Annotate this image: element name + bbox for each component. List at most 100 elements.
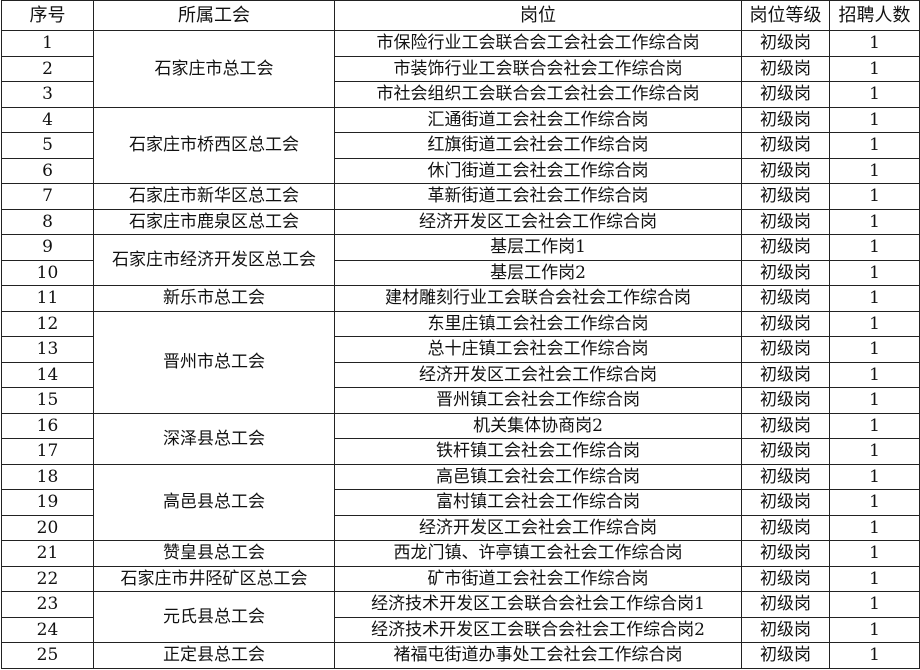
- header-post: 岗位: [334, 0, 742, 31]
- table-row: 10 基层工作岗2 初级岗 1: [1, 259, 920, 286]
- cell-level: 初级岗: [741, 208, 830, 235]
- table-row: 16 深泽县总工会 机关集体协商岗2 初级岗 1: [1, 412, 920, 465]
- cell-union: 石家庄市总工会: [93, 30, 335, 108]
- header-level: 岗位等级: [741, 0, 830, 31]
- cell-post: 富村镇工会社会工作综合岗: [334, 489, 742, 516]
- cell-level: 初级岗: [741, 310, 830, 337]
- cell-count: 1: [829, 310, 920, 337]
- cell-union: 石家庄市桥西区总工会: [93, 106, 335, 184]
- table-row: 7 石家庄市新华区总工会 革新街道工会社会工作综合岗 初级岗 1: [1, 183, 920, 210]
- cell-level: 初级岗: [741, 336, 830, 363]
- cell-post: 休门街道工会社会工作综合岗: [334, 157, 742, 184]
- cell-count: 1: [829, 514, 920, 541]
- cell-level: 初级岗: [741, 591, 830, 618]
- table-row: 25 正定县总工会 褚福屯街道办事处工会社会工作综合岗 初级岗 1: [1, 642, 920, 669]
- cell-no: 8: [1, 208, 94, 235]
- cell-level: 初级岗: [741, 489, 830, 516]
- cell-no: 21: [1, 540, 94, 567]
- table-row: 12 晋州市总工会 东里庄镇工会社会工作综合岗 初级岗 1: [1, 310, 920, 414]
- cell-count: 1: [829, 336, 920, 363]
- cell-post: 市保险行业工会联合会工会社会工作综合岗: [334, 30, 742, 57]
- cell-post: 红旗街道工会社会工作综合岗: [334, 132, 742, 159]
- cell-post: 经济技术开发区工会联合会社会工作综合岗1: [334, 591, 742, 618]
- cell-post: 基层工作岗1: [334, 234, 742, 261]
- header-no: 序号: [1, 0, 94, 31]
- cell-count: 1: [829, 55, 920, 82]
- cell-no: 20: [1, 514, 94, 541]
- table-row: 22 石家庄市井陉矿区总工会 矿市街道工会社会工作综合岗 初级岗 1: [1, 565, 920, 592]
- table-row: 18 高邑县总工会 高邑镇工会社会工作综合岗 初级岗 1: [1, 463, 920, 541]
- cell-post: 西龙门镇、许亭镇工会社会工作综合岗: [334, 540, 742, 567]
- cell-level: 初级岗: [741, 30, 830, 57]
- cell-count: 1: [829, 489, 920, 516]
- cell-union: 晋州市总工会: [93, 310, 335, 414]
- cell-level: 初级岗: [741, 55, 830, 82]
- cell-count: 1: [829, 591, 920, 618]
- cell-no: 7: [1, 183, 94, 210]
- cell-level: 初级岗: [741, 285, 830, 312]
- cell-union: 石家庄市井陉矿区总工会: [93, 565, 335, 592]
- cell-union: 深泽县总工会: [93, 412, 335, 465]
- cell-post: 矿市街道工会社会工作综合岗: [334, 565, 742, 592]
- cell-level: 初级岗: [741, 183, 830, 210]
- header-union: 所属工会: [93, 0, 335, 31]
- cell-no: 3: [1, 81, 94, 108]
- cell-no: 1: [1, 30, 94, 57]
- cell-level: 初级岗: [741, 234, 830, 261]
- table-row: 20 经济开发区工会社会工作综合岗 初级岗 1: [1, 514, 920, 541]
- cell-count: 1: [829, 285, 920, 312]
- cell-no: 6: [1, 157, 94, 184]
- cell-no: 15: [1, 387, 94, 414]
- cell-union: 新乐市总工会: [93, 285, 335, 312]
- cell-no: 23: [1, 591, 94, 618]
- cell-count: 1: [829, 565, 920, 592]
- cell-post: 汇通街道工会社会工作综合岗: [334, 106, 742, 133]
- table-body: 1 石家庄市总工会 市保险行业工会联合会工会社会工作综合岗 初级岗 1 2 市装饰行业工会联…: [1, 30, 920, 669]
- cell-count: 1: [829, 540, 920, 567]
- cell-union: 石家庄市鹿泉区总工会: [93, 208, 335, 235]
- cell-count: 1: [829, 463, 920, 490]
- cell-level: 初级岗: [741, 565, 830, 592]
- cell-count: 1: [829, 642, 920, 669]
- header-count: 招聘人数: [829, 0, 920, 31]
- cell-count: 1: [829, 412, 920, 439]
- table-row: 4 石家庄市桥西区总工会 汇通街道工会社会工作综合岗 初级岗 1: [1, 106, 920, 184]
- cell-no: 17: [1, 438, 94, 465]
- table-row: 13 总十庄镇工会社会工作综合岗 初级岗 1: [1, 336, 920, 363]
- table-row: 14 经济开发区工会社会工作综合岗 初级岗 1: [1, 361, 920, 388]
- cell-count: 1: [829, 208, 920, 235]
- cell-union: 石家庄市新华区总工会: [93, 183, 335, 210]
- cell-no: 11: [1, 285, 94, 312]
- cell-post: 基层工作岗2: [334, 259, 742, 286]
- cell-post: 经济技术开发区工会联合会社会工作综合岗2: [334, 616, 742, 643]
- cell-post: 经济开发区工会社会工作综合岗: [334, 514, 742, 541]
- cell-level: 初级岗: [741, 514, 830, 541]
- cell-level: 初级岗: [741, 106, 830, 133]
- cell-union: 元氏县总工会: [93, 591, 335, 643]
- cell-post: 建材雕刻行业工会联合会社会工作综合岗: [334, 285, 742, 312]
- cell-post: 铁杆镇工会社会工作综合岗: [334, 438, 742, 465]
- cell-post: 褚福屯街道办事处工会社会工作综合岗: [334, 642, 742, 669]
- cell-count: 1: [829, 616, 920, 643]
- cell-count: 1: [829, 106, 920, 133]
- cell-no: 5: [1, 132, 94, 159]
- cell-count: 1: [829, 361, 920, 388]
- cell-post: 晋州镇工会社会工作综合岗: [334, 387, 742, 414]
- cell-count: 1: [829, 157, 920, 184]
- cell-no: 9: [1, 234, 94, 261]
- cell-level: 初级岗: [741, 361, 830, 388]
- cell-post: 高邑镇工会社会工作综合岗: [334, 463, 742, 490]
- cell-no: 16: [1, 412, 94, 439]
- table-row: 24 经济技术开发区工会联合会社会工作综合岗2 初级岗 1: [1, 616, 920, 643]
- cell-level: 初级岗: [741, 387, 830, 414]
- cell-post: 市社会组织工会联合会工会社会工作综合岗: [334, 81, 742, 108]
- cell-no: 14: [1, 361, 94, 388]
- cell-no: 25: [1, 642, 94, 669]
- cell-count: 1: [829, 183, 920, 210]
- table-row: 8 石家庄市鹿泉区总工会 经济开发区工会社会工作综合岗 初级岗 1: [1, 208, 920, 235]
- table-row: 23 元氏县总工会 经济技术开发区工会联合会社会工作综合岗1 初级岗 1: [1, 591, 920, 643]
- table-row: 11 新乐市总工会 建材雕刻行业工会联合会社会工作综合岗 初级岗 1: [1, 285, 920, 312]
- cell-union: 赞皇县总工会: [93, 540, 335, 567]
- cell-level: 初级岗: [741, 616, 830, 643]
